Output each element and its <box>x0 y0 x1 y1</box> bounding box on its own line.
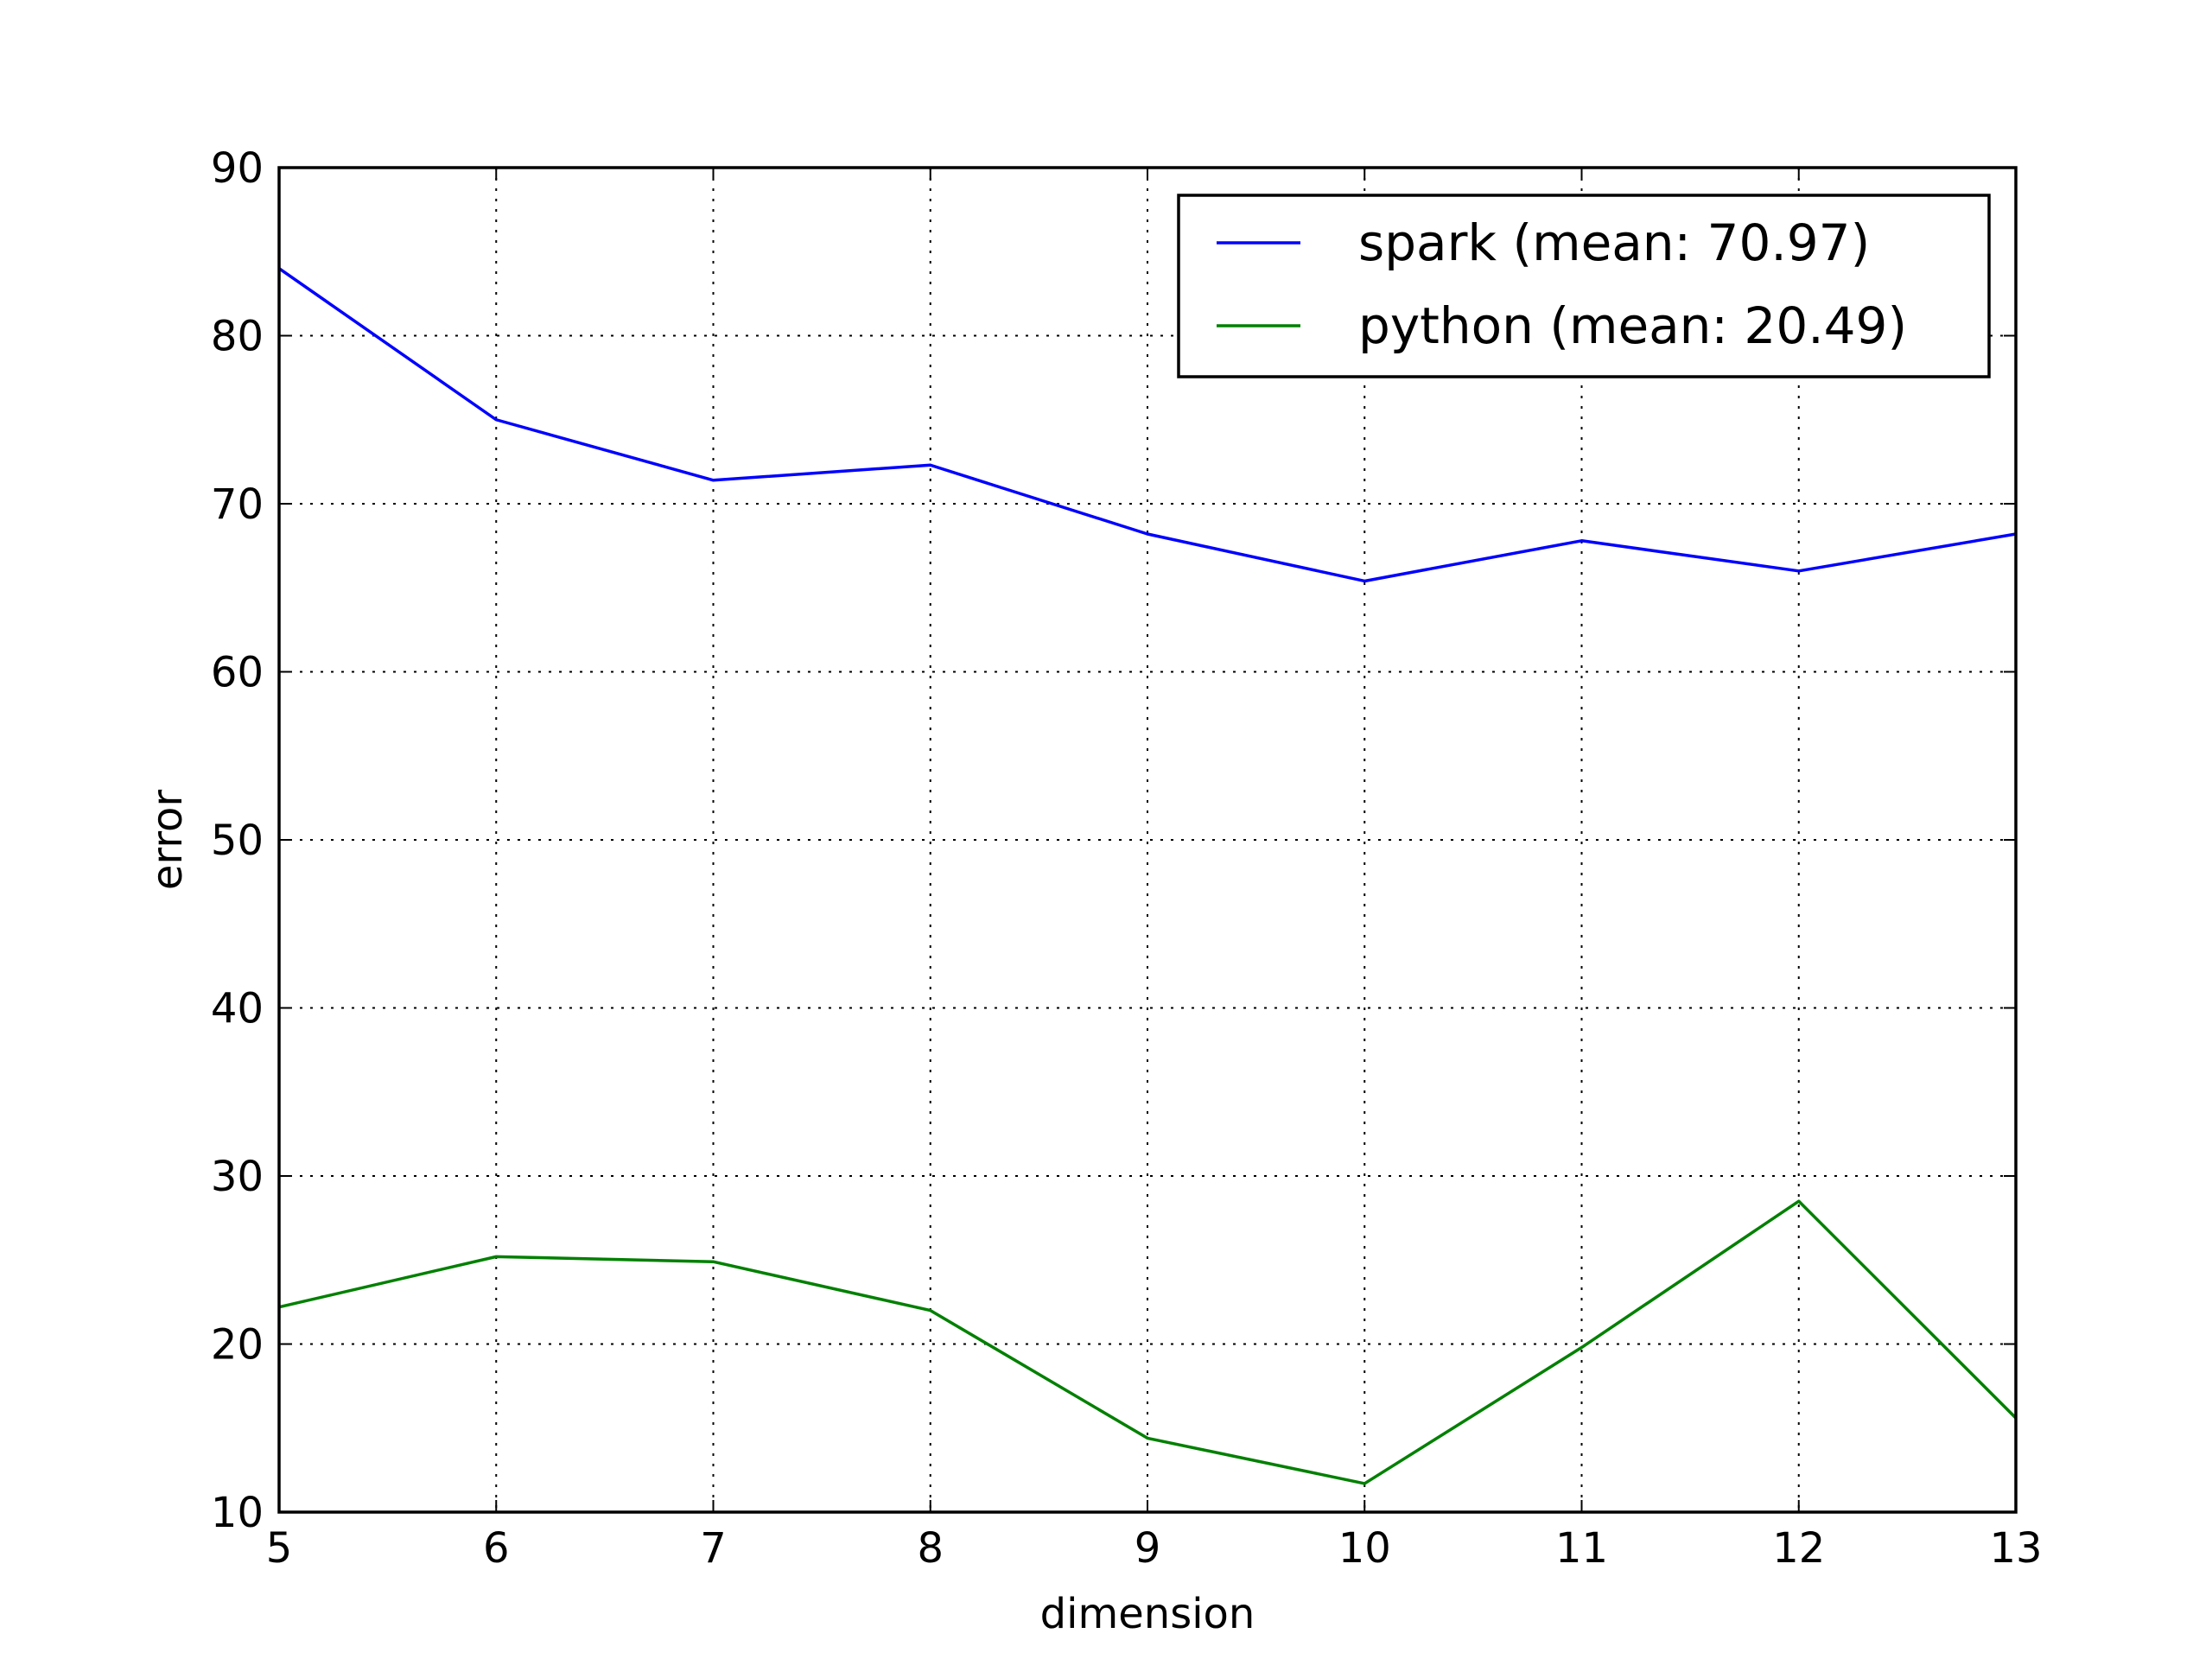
series-line-python <box>278 1199 2018 1485</box>
legend-box <box>1177 194 1991 378</box>
legend-label-python: python (mean: 20.49) <box>1358 296 1907 355</box>
x-tick-label: 6 <box>483 1524 510 1573</box>
y-tick-label: 70 <box>211 480 264 529</box>
x-tick-label: 9 <box>1135 1524 1161 1573</box>
x-tick-label: 8 <box>917 1524 944 1573</box>
x-axis-label: dimension <box>1040 1590 1255 1638</box>
y-tick-label: 50 <box>211 817 264 865</box>
y-tick-label: 60 <box>211 649 264 697</box>
x-tick-label: 5 <box>266 1524 293 1573</box>
x-tick-label: 13 <box>1989 1524 2042 1573</box>
y-tick-labels: 10 20 30 40 50 60 70 80 90 <box>211 144 264 1537</box>
series-lines <box>277 267 2018 1485</box>
y-tick-label: 20 <box>211 1321 264 1370</box>
y-axis-label: error <box>143 790 192 890</box>
x-tick-label: 10 <box>1338 1524 1391 1573</box>
x-tick-labels: 5 6 7 8 9 10 11 12 13 <box>266 1524 2043 1573</box>
x-tick-label: 7 <box>700 1524 727 1573</box>
legend-label-spark: spark (mean: 70.97) <box>1358 213 1870 272</box>
y-tick-label: 80 <box>211 313 264 361</box>
legend: spark (mean: 70.97) python (mean: 20.49) <box>1177 194 1991 378</box>
y-tick-label: 10 <box>211 1489 264 1537</box>
x-tick-label: 12 <box>1772 1524 1825 1573</box>
y-tick-label: 90 <box>211 144 264 193</box>
x-tick-label: 11 <box>1555 1524 1608 1573</box>
axis-ticks <box>278 167 2017 1513</box>
y-tick-label: 40 <box>211 985 264 1033</box>
y-tick-label: 30 <box>211 1153 264 1201</box>
